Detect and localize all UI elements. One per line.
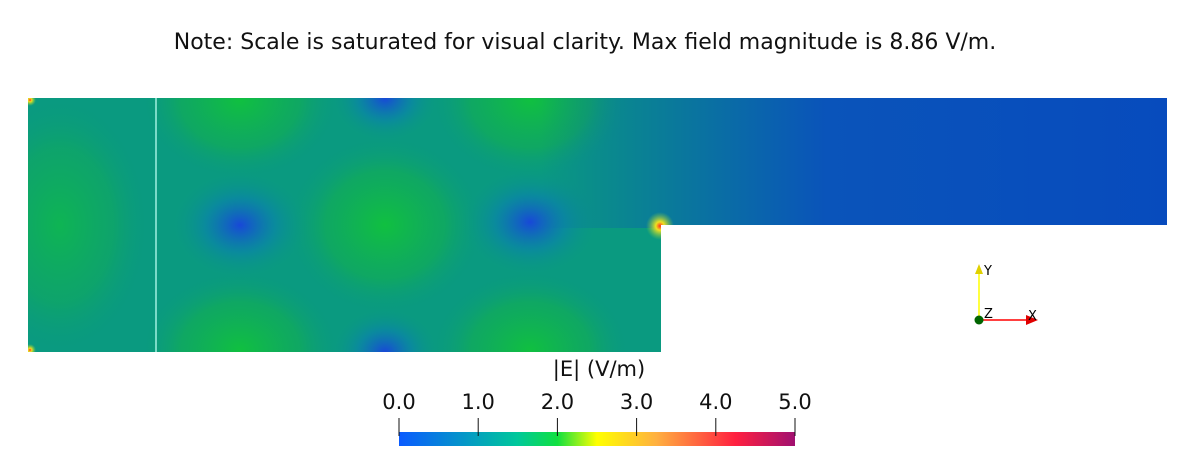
colorbar: |E| (V/m) 0.0 1.0 2.0 3.0 4.0 5.0 <box>382 357 812 446</box>
z-axis-dot <box>974 315 984 325</box>
note-annotation: Note: Scale is saturated for visual clar… <box>173 30 997 55</box>
colorbar-title: |E| (V/m) <box>553 357 645 382</box>
colorbar-tick-label: 2.0 <box>541 390 574 414</box>
colorbar-tick-label: 1.0 <box>461 390 494 414</box>
colorbar-tick-label: 4.0 <box>699 390 732 414</box>
z-axis-label: Z <box>984 307 993 322</box>
colorbar-tick-label: 5.0 <box>778 390 811 414</box>
field-domain <box>28 98 1167 352</box>
axes-triad: Y Z X <box>974 264 1038 325</box>
y-axis-arrow <box>975 264 983 274</box>
y-axis-label: Y <box>983 264 992 279</box>
colorbar-gradient <box>399 432 795 446</box>
x-axis-arrow <box>1026 315 1038 325</box>
colorbar-tick-label: 3.0 <box>620 390 653 414</box>
colorbar-tick-label: 0.0 <box>382 390 415 414</box>
x-axis-label: X <box>1028 309 1037 324</box>
